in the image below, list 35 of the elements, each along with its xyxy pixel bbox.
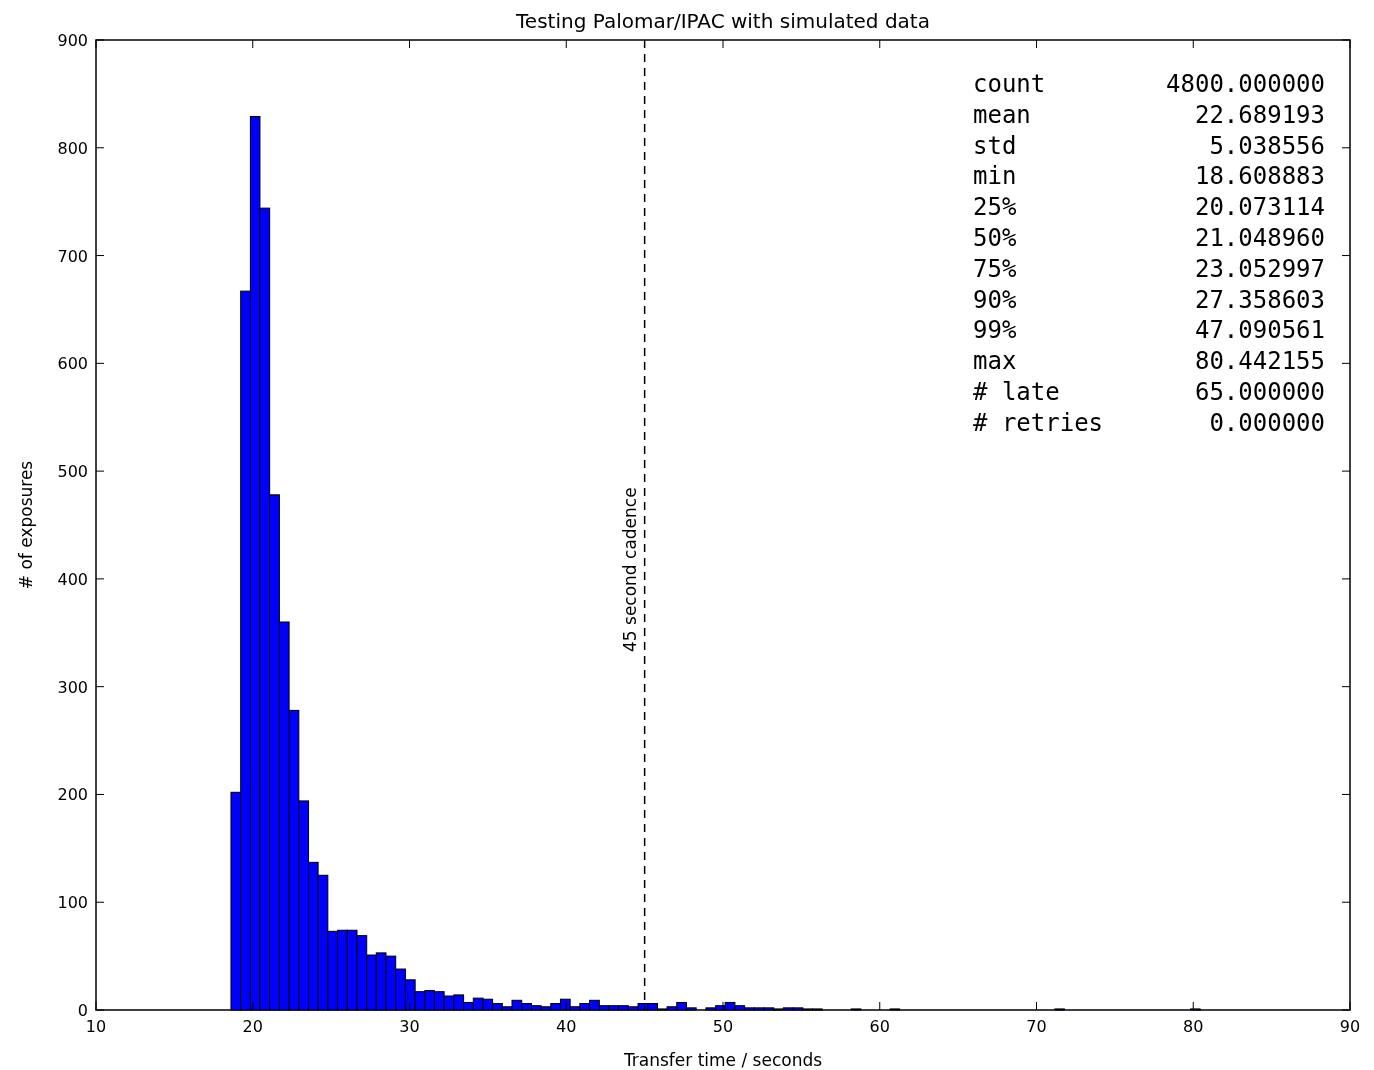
y-tick-label: 0 (77, 1001, 88, 1020)
text: # retries 0.000000 (973, 408, 1325, 437)
text: 90% 27.358603 (973, 285, 1325, 314)
x-tick-label: 70 (1026, 1017, 1047, 1036)
y-tick-label: 500 (57, 462, 88, 482)
y-axis-title: # of exposures (16, 460, 36, 590)
x-tick-label: 40 (556, 1017, 577, 1036)
y-tick-label: 400 (57, 569, 88, 589)
chart-title: Testing Palomar/IPAC with simulated data (515, 9, 930, 33)
x-tick-label: 90 (1339, 1017, 1361, 1036)
x-tick-label: 10 (85, 1017, 107, 1036)
text: # late 65.000000 (973, 378, 1325, 406)
ref-line-label: 45 second cadence (619, 487, 640, 652)
text: 99% 47.090561 (973, 316, 1325, 345)
text: 25% 20.073114 (973, 193, 1325, 222)
text: min 18.608883 (973, 162, 1325, 191)
x-tick-label: 80 (1183, 1017, 1204, 1036)
text: std 5.038556 (973, 131, 1325, 160)
x-axis-title: Transfer time / seconds (622, 1050, 823, 1070)
y-tick-label: 100 (57, 893, 88, 913)
text: 75% 23.052997 (973, 254, 1325, 283)
y-tick-label: 700 (57, 246, 88, 266)
y-tick-label: 800 (57, 138, 88, 158)
y-tick-label: 600 (57, 354, 88, 374)
x-tick-label: 50 (712, 1017, 734, 1036)
y-tick-label: 200 (57, 785, 88, 805)
text: 50% 21.048960 (973, 224, 1325, 252)
text: count 4800.000000 (973, 70, 1325, 98)
y-tick-label: 300 (57, 677, 88, 697)
x-tick-label: 30 (399, 1017, 420, 1036)
y-tick-label: 900 (57, 31, 88, 50)
x-tick-label: 20 (242, 1017, 263, 1036)
text: max 80.442155 (973, 347, 1325, 376)
x-tick-label: 60 (869, 1017, 890, 1036)
text: mean 22.689193 (973, 100, 1325, 129)
